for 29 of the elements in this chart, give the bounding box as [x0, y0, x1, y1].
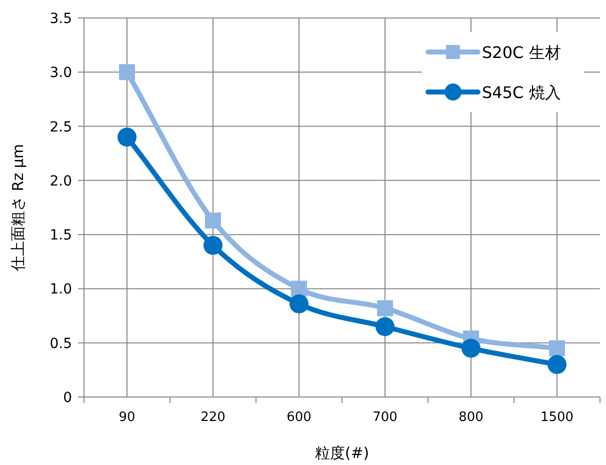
- point: [119, 64, 135, 80]
- y-tick-label: 3.0: [50, 65, 72, 82]
- y-tick-label: 1.0: [50, 282, 72, 298]
- x-tick-label: 800: [458, 410, 484, 425]
- point: [548, 355, 566, 374]
- y-tick-label: 0.5: [50, 336, 72, 352]
- point: [291, 280, 307, 297]
- point: [549, 340, 565, 356]
- point: [204, 236, 222, 255]
- legend-label: S20C 生材: [482, 43, 561, 62]
- x-tick-label: 700: [372, 410, 398, 425]
- point: [376, 317, 394, 336]
- point: [290, 294, 308, 314]
- x-tick-label: 90: [118, 410, 136, 425]
- point: [118, 128, 136, 147]
- y-tick-label: 2.5: [50, 119, 72, 136]
- x-tick-label: 220: [200, 410, 226, 425]
- x-axis-title: 粒度(#): [314, 444, 370, 462]
- legend-label: S45C 焼入: [482, 83, 561, 102]
- y-tick-label: 1.5: [50, 228, 72, 244]
- y-tick-label: 2.0: [50, 173, 72, 190]
- y-tick-label: 3.5: [50, 11, 72, 27]
- y-axis-title: 仕上面粗さ Rz μm: [9, 144, 27, 272]
- point: [462, 338, 480, 358]
- y-tick-label: 0: [63, 390, 72, 406]
- x-tick-label: 1500: [540, 410, 574, 425]
- point: [377, 300, 393, 316]
- x-tick-label: 600: [286, 410, 312, 425]
- point: [205, 212, 221, 228]
